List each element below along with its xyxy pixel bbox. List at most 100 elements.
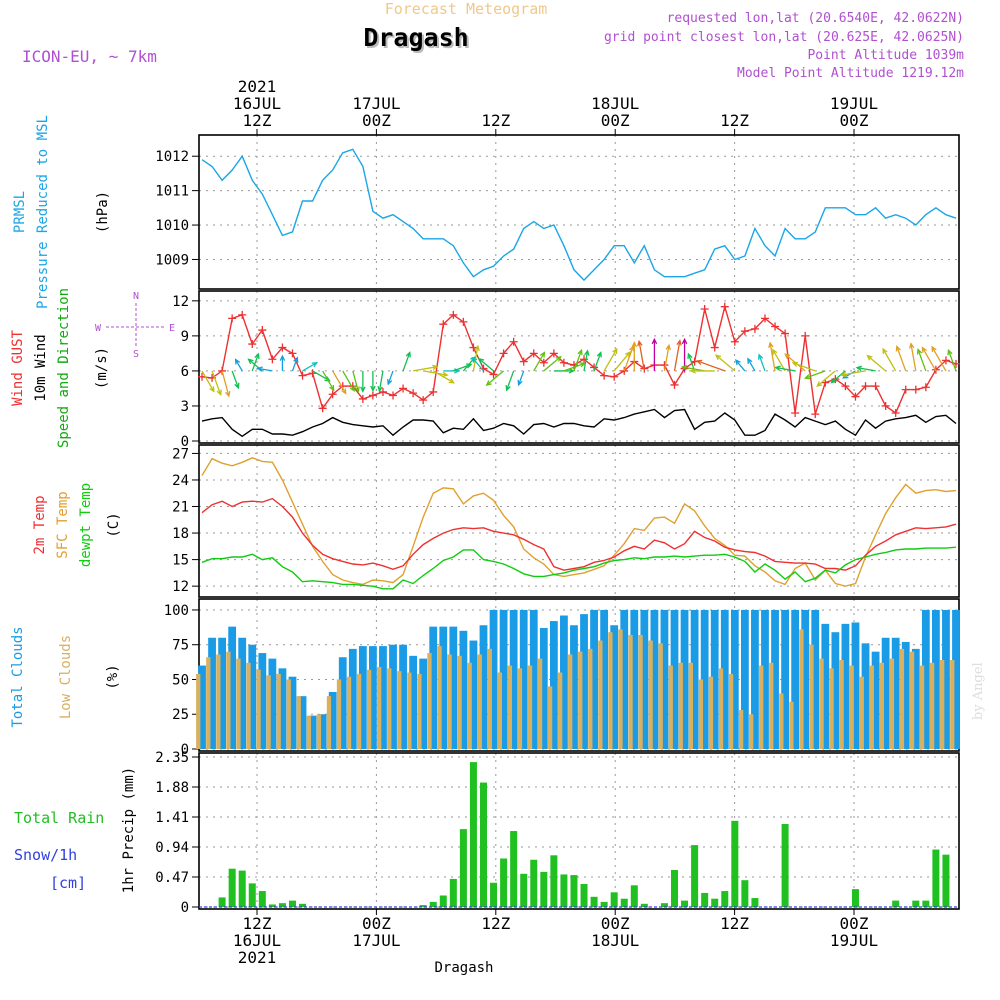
wind-arrow <box>302 362 318 372</box>
wind-arrow <box>593 352 602 372</box>
wind-arrow-head <box>247 358 254 365</box>
gust-marker <box>298 371 307 380</box>
wind-arrow-head <box>816 381 823 388</box>
low-cloud-bar <box>919 665 925 749</box>
wind-ylabel: (m/s) <box>94 347 110 389</box>
total-cloud-bar <box>419 658 428 749</box>
wind-arrow-head <box>625 351 631 358</box>
wind-arrow <box>735 359 746 372</box>
wind-arrow <box>543 356 562 372</box>
wind-arrow-head <box>916 348 923 355</box>
wind-panel: 0 3 6 9 12 <box>172 290 960 450</box>
rain-bar <box>741 880 749 907</box>
top-time-label: 2021 <box>238 77 277 96</box>
total-cloud-bar <box>891 637 900 749</box>
wind-arrow <box>257 367 273 372</box>
gust-marker <box>228 314 237 323</box>
total-cloud-bar <box>439 626 448 749</box>
rain-bar <box>520 873 528 907</box>
model-label: ICON-EU, ~ 7km <box>22 47 157 66</box>
wind-arrow <box>201 370 215 392</box>
top-time-label: 00Z <box>840 111 869 130</box>
gust-marker <box>941 356 950 365</box>
total-cloud-bar <box>459 630 468 749</box>
low-cloud-bar <box>517 668 523 749</box>
rain-bar <box>550 855 558 907</box>
sfc-temp-line <box>201 457 957 587</box>
wind-arrow <box>896 346 907 372</box>
wind-gust-label: Wind GUST <box>10 330 26 406</box>
wind-arrow <box>573 350 583 372</box>
pressure-label-prmsl: PRMSL <box>12 191 28 233</box>
pressure-ytick-label: 1012 <box>155 149 189 165</box>
total-cloud-bar <box>650 609 659 749</box>
wind-arrow-head <box>539 351 546 358</box>
precip-ytick-label: 0.94 <box>155 840 189 856</box>
total-cloud-bar <box>821 623 830 749</box>
rain-bar <box>932 849 940 907</box>
wind-frame <box>198 290 960 444</box>
location-title: Dragash <box>363 23 468 52</box>
gust-marker <box>258 326 267 335</box>
total-cloud-bar <box>469 640 478 749</box>
rain-bar <box>278 903 286 907</box>
low-cloud-bar <box>819 658 824 749</box>
low-cloud-bar <box>598 640 603 749</box>
low-cloud-bar <box>507 665 513 749</box>
rain-bar <box>640 903 648 907</box>
wind-arrow <box>931 346 947 372</box>
low-cloud-bar <box>568 654 573 749</box>
precip-ytick-label: 0.47 <box>155 870 189 886</box>
temp2m-label: 2m Temp <box>32 495 48 554</box>
wind-arrow-head <box>695 359 703 365</box>
gust-marker <box>760 314 769 323</box>
footer-location: Dragash <box>434 960 493 976</box>
low-cloud-bar <box>306 715 311 749</box>
gust-marker <box>700 305 709 314</box>
rain-bar <box>570 875 578 907</box>
clouds-ylabel: (%) <box>105 664 121 689</box>
total-cloud-bar <box>901 641 910 749</box>
top-time-label: 12Z <box>720 111 749 130</box>
rain-bar <box>711 898 719 907</box>
low-cloud-bar <box>940 660 945 749</box>
wind-arrow-head <box>866 354 873 361</box>
gust-marker <box>710 343 719 352</box>
total-clouds-label: Total Clouds <box>10 626 26 727</box>
wind-arrow-head <box>734 359 741 366</box>
low-cloud-bar <box>668 665 673 749</box>
low-cloud-bar <box>789 701 794 749</box>
clouds-ytick-label: 100 <box>164 603 189 619</box>
low-cloud-bar <box>226 651 231 749</box>
wind-arrow-head <box>680 364 688 371</box>
low-cloud-bar <box>658 643 663 749</box>
total-cloud-bar <box>640 609 649 749</box>
low-cloud-bar <box>638 634 643 749</box>
bottom-time-label: 2021 <box>238 948 277 967</box>
gust-marker <box>308 369 317 378</box>
wind-arrow <box>471 357 484 372</box>
total-cloud-bar <box>871 651 880 749</box>
gust-marker <box>439 320 448 329</box>
rain-bar <box>268 904 276 907</box>
total-cloud-bar <box>570 625 578 749</box>
wind-arrow-head <box>689 368 696 374</box>
low-cloud-bar <box>216 654 221 749</box>
wind-arrow-head <box>485 380 492 387</box>
low-cloud-bar <box>879 662 885 749</box>
temperature-ytick-label: 27 <box>172 446 189 462</box>
gust-marker <box>328 390 337 399</box>
bottom-time-label: 18JUL <box>591 931 639 950</box>
low-cloud-bar <box>588 648 593 749</box>
total-cloud-bar <box>841 623 850 749</box>
wind-arrow <box>805 370 826 379</box>
svg-text:E: E <box>169 323 175 334</box>
wind-arrow-head <box>354 386 360 393</box>
low-cloud-bar <box>417 673 422 749</box>
total-cloud-bar <box>700 609 709 749</box>
gust-marker <box>509 337 518 346</box>
total-cloud-bar <box>399 644 407 749</box>
gust-marker <box>489 370 498 379</box>
top-time-label: 12Z <box>243 111 272 130</box>
wind-arrow <box>663 345 670 372</box>
